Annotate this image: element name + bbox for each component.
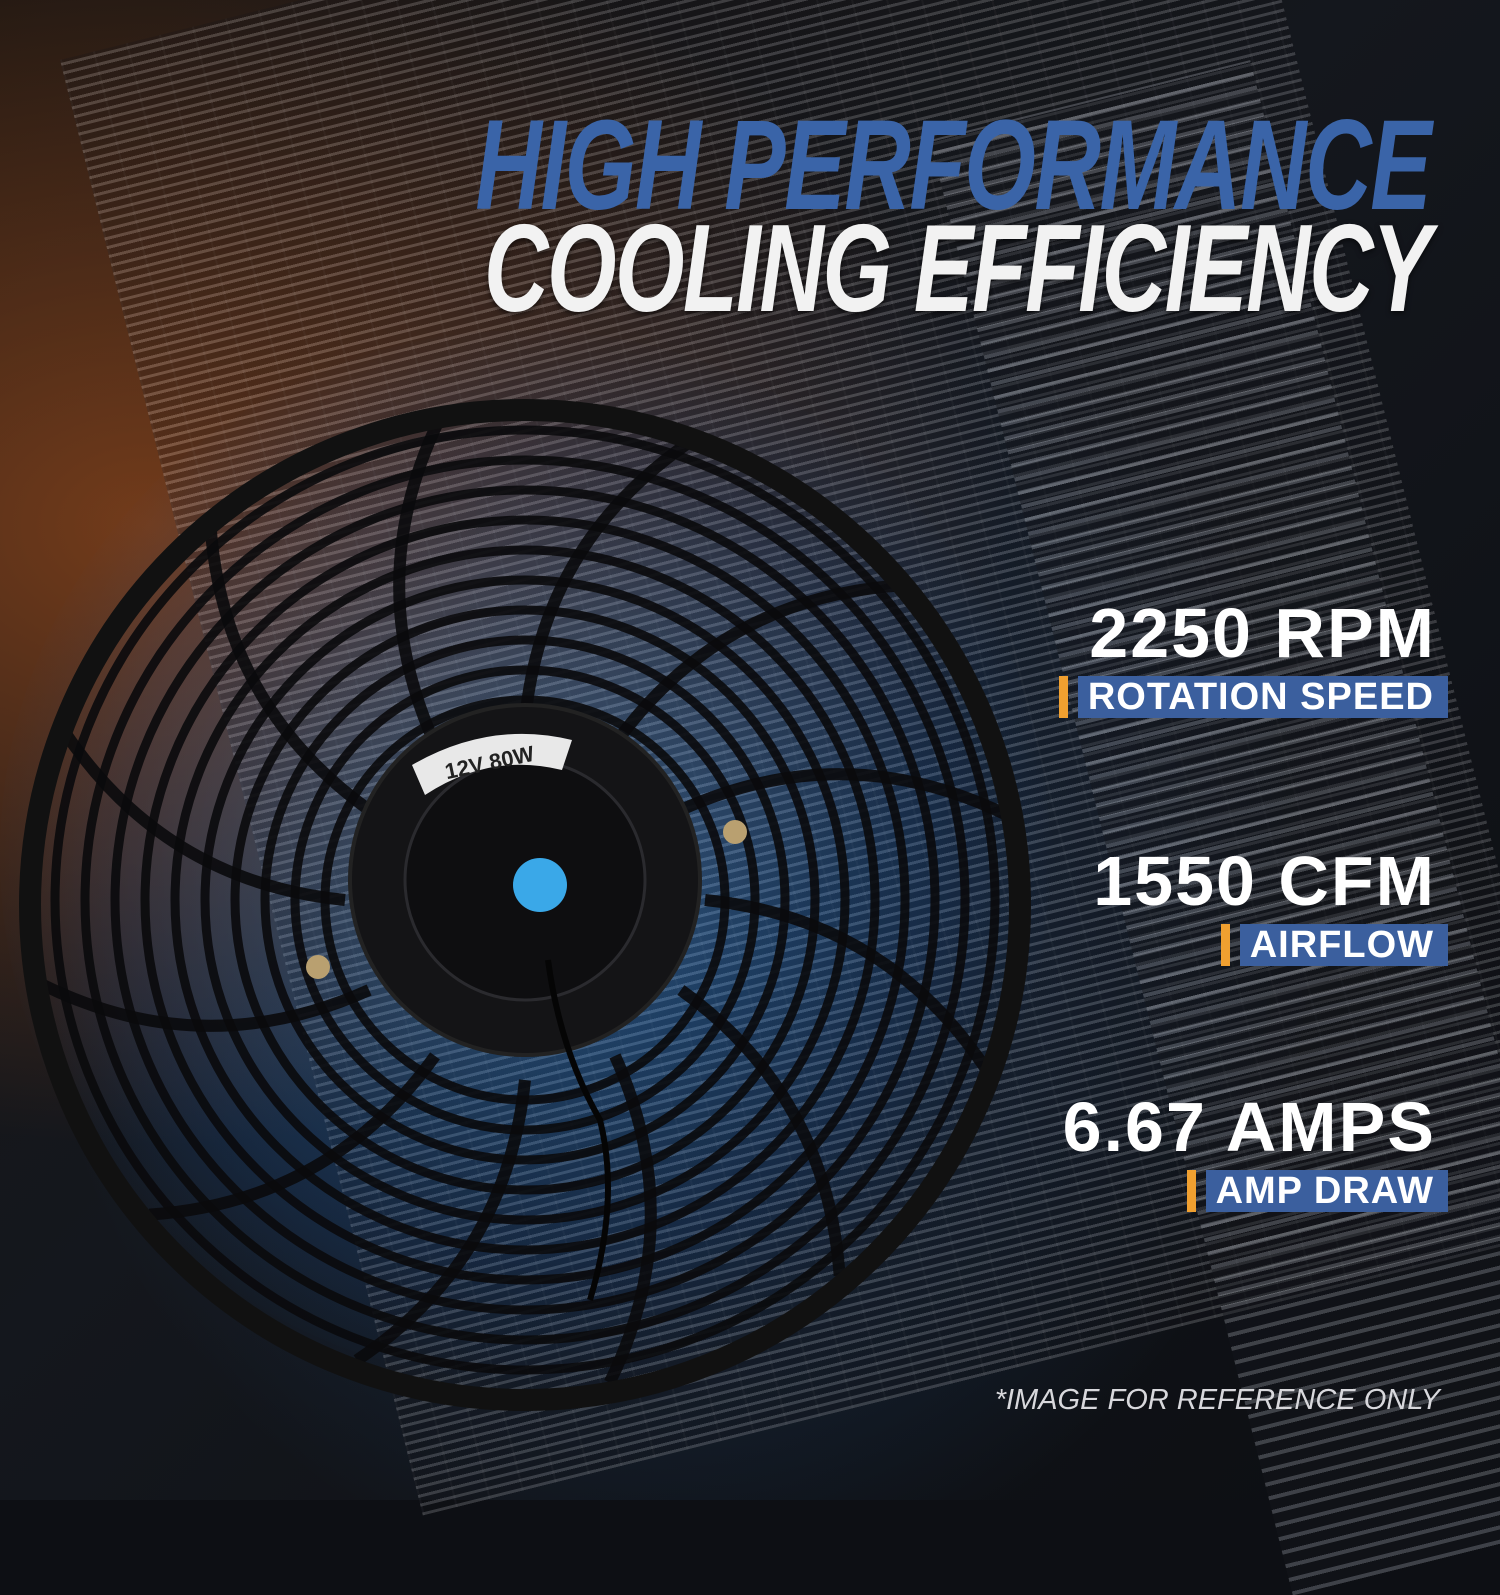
accent-tick [1186, 1170, 1196, 1212]
grill-spoke [393, 414, 446, 747]
grill-ring [230, 605, 820, 1195]
grill-spoke [677, 985, 846, 1277]
grill-spoke [353, 1079, 531, 1366]
grill-ring [200, 575, 850, 1225]
grill-spoke [148, 1052, 440, 1221]
fan-image: 12V 80W [39, 414, 1011, 1386]
grill-spoke [204, 523, 373, 815]
grill-spoke [610, 579, 902, 748]
hub-button [513, 858, 567, 912]
grill-ring [50, 425, 1000, 1375]
spec-amp-draw: 6.67 AMPS AMP DRAW [1063, 1092, 1448, 1217]
background [0, 0, 1500, 1500]
grill-spoke [519, 434, 697, 721]
spec-rotation-speed: 2250 RPM ROTATION SPEED [1058, 594, 1448, 723]
grill-spoke [604, 1053, 657, 1386]
grill-spoke [704, 894, 991, 1072]
headline-line2: COOLING EFFICIENCY [483, 200, 1432, 338]
spec-label: AIRFLOW [1239, 924, 1448, 966]
spec-label: AMP DRAW [1205, 1170, 1448, 1212]
spec-airflow: 1550 CFM AIRFLOW [1093, 846, 1448, 971]
accent-tick [1220, 924, 1230, 966]
spec-value: 1550 CFM [1093, 842, 1436, 920]
disclaimer: *IMAGE FOR REFERENCE ONLY [994, 1384, 1440, 1416]
grill-ring [260, 635, 790, 1165]
grill-ring [170, 545, 880, 1255]
grill-spoke [59, 728, 346, 906]
spec-value: 2250 RPM [1089, 594, 1436, 672]
spec-value: 6.67 AMPS [1062, 1088, 1436, 1166]
grill-ring [110, 485, 940, 1315]
grill-spoke [39, 979, 372, 1032]
grill-ring [140, 515, 910, 1285]
grill-spoke [678, 768, 1011, 821]
grill-ring [290, 665, 760, 1135]
spec-label: ROTATION SPEED [1077, 676, 1448, 718]
headline-line1: HIGH PERFORMANCE [475, 94, 1431, 237]
accent-tick [1058, 676, 1068, 718]
grill-ring [80, 455, 970, 1345]
